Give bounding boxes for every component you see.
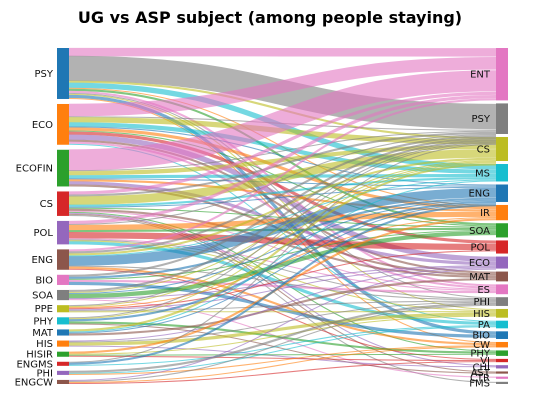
left-node-label-psy: PSY (35, 69, 54, 80)
right-node-label-eco: ECO (469, 258, 490, 269)
left-node-ecofin (57, 150, 69, 187)
left-node-label-bio: BIO (35, 275, 53, 286)
right-node-soa (496, 223, 508, 237)
flow-layer (69, 52, 496, 383)
left-node-label-phy: PHY (33, 316, 54, 327)
right-node-ctr (496, 377, 508, 379)
left-node-soa (57, 290, 69, 300)
right-node-ent (496, 48, 508, 100)
right-node-label-ent: ENT (470, 70, 491, 81)
left-node-label-cs: CS (40, 199, 53, 210)
right-node-label-eng: ENG (468, 189, 490, 200)
left-node-label-mat: MAT (32, 328, 54, 339)
right-node-phy (496, 350, 508, 355)
right-node-bio (496, 331, 508, 339)
right-node-pa (496, 321, 508, 329)
right-node-psy (496, 103, 508, 134)
right-node-ms (496, 164, 508, 181)
right-node-label-fms: FMS (469, 378, 490, 389)
right-node-label-pol: POL (471, 242, 491, 253)
left-node-his (57, 341, 69, 347)
right-node-fms (496, 382, 508, 384)
right-node-cs (496, 137, 508, 161)
flow-his-to-his (69, 314, 496, 344)
right-node-pol (496, 240, 508, 253)
left-node-label-eng: ENG (31, 255, 53, 266)
right-node-label-cs: CS (477, 145, 490, 156)
right-node-label-ir: IR (480, 208, 490, 219)
left-node-label-his: HIS (36, 339, 53, 350)
right-node-eco (496, 257, 508, 269)
right-node-label-phi: PHI (474, 297, 491, 308)
left-node-ppe (57, 305, 69, 312)
right-node-ir (496, 205, 508, 220)
left-node-label-engcw: ENGCW (15, 377, 54, 388)
left-node-engcw (57, 380, 69, 384)
right-node-his (496, 309, 508, 318)
left-node-label-pol: POL (34, 228, 54, 239)
right-node-label-pa: PA (478, 320, 490, 331)
left-node-eng (57, 249, 69, 269)
left-node-cs (57, 191, 69, 215)
diagram-title: UG vs ASP subject (among people staying) (0, 8, 540, 27)
left-node-label-soa: SOA (32, 291, 53, 302)
left-node-label-ppe: PPE (35, 304, 53, 315)
right-node-label-psy: PSY (472, 114, 491, 125)
right-node-label-ms: MS (475, 168, 490, 179)
left-node-engms (57, 362, 69, 366)
right-node-mat (496, 272, 508, 282)
right-node-es (496, 284, 508, 294)
right-node-eng (496, 184, 508, 201)
left-node-phi (57, 371, 69, 375)
right-node-label-soa: SOA (469, 226, 490, 237)
right-node-cw (496, 342, 508, 347)
right-node-label-his: HIS (473, 309, 490, 320)
right-node-vi (496, 359, 508, 362)
right-node-chi (496, 365, 508, 368)
left-node-mat (57, 329, 69, 335)
left-node-bio (57, 275, 69, 285)
left-node-pol (57, 221, 69, 244)
left-node-layer: PSYECOECOFINCSPOLENGBIOSOAPPEPHYMATHISHI… (15, 48, 69, 388)
left-node-psy (57, 48, 69, 99)
left-node-phy (57, 317, 69, 324)
right-node-label-es: ES (477, 285, 490, 296)
left-node-hisir (57, 352, 69, 357)
right-node-ast (496, 371, 508, 373)
right-node-phi (496, 297, 508, 306)
left-node-label-eco: ECO (32, 120, 53, 131)
left-node-label-ecofin: ECOFIN (16, 164, 53, 175)
left-node-eco (57, 104, 69, 145)
right-node-label-mat: MAT (469, 272, 491, 283)
